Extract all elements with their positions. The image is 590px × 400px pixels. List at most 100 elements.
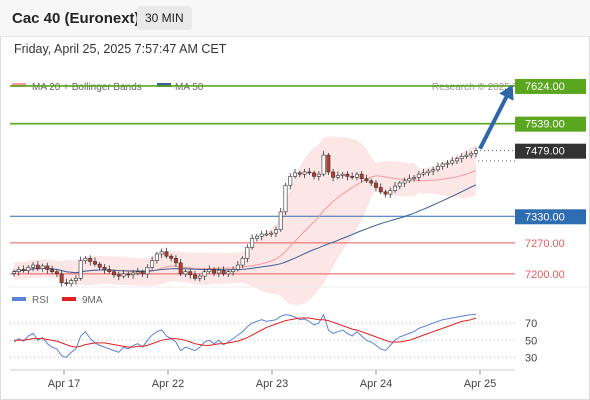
candle-body <box>359 173 364 179</box>
candle-body <box>464 154 469 157</box>
candle-body <box>159 251 164 255</box>
candle-body <box>459 156 464 159</box>
legend-9ma-label: 9MA <box>82 295 103 306</box>
candle-body <box>112 271 116 276</box>
candle-body <box>116 274 121 277</box>
candle-body <box>321 154 326 175</box>
level-label-resistance: 7624.00 <box>525 81 565 93</box>
candle-body <box>431 169 436 172</box>
candle-body <box>326 154 331 173</box>
legend-9ma-swatch <box>62 297 76 301</box>
candle-body <box>254 235 259 239</box>
candle-body <box>474 150 478 154</box>
candle-body <box>259 233 264 237</box>
candle-body <box>216 270 221 274</box>
rsi-tick-label: 70 <box>525 318 537 330</box>
candle-body <box>183 271 188 275</box>
rsi-panel: 30 50 70 <box>10 313 537 364</box>
candle-body <box>397 182 402 187</box>
x-tick-label: Apr 17 <box>48 378 80 390</box>
candle-body <box>374 182 378 188</box>
candle-body <box>50 269 55 273</box>
candle-body <box>35 264 40 269</box>
level-label-resistance: 7539.00 <box>525 119 565 131</box>
candle-body <box>40 265 45 269</box>
candle-body <box>412 176 417 179</box>
candle-body <box>135 271 140 274</box>
candle-body <box>126 273 131 276</box>
candle-body <box>235 264 240 270</box>
candle-body <box>435 166 440 171</box>
candle-body <box>59 273 64 284</box>
candle-body <box>245 247 250 259</box>
candle-body <box>88 258 93 262</box>
candlesticks <box>12 147 478 287</box>
candle-body <box>154 253 159 261</box>
level-labels: 7624.00 7539.00 7330.00 7270.00 7200.00 7479.… <box>515 78 586 281</box>
legend-ma50-label: MA 50 <box>175 82 204 93</box>
candle-body <box>288 176 293 186</box>
candle-body <box>64 282 69 285</box>
candle-body <box>140 271 145 275</box>
candle-body <box>469 153 474 156</box>
level-label-support: 7270.00 <box>525 238 565 250</box>
timeframe-badge[interactable]: 30 MIN <box>137 6 192 30</box>
candle-body <box>78 260 83 279</box>
candle-body <box>16 269 21 273</box>
candle-body <box>335 175 340 178</box>
x-tick-label: Apr 22 <box>152 378 184 390</box>
candle-body <box>307 171 312 174</box>
candle-body <box>312 172 317 177</box>
candle-body <box>93 261 97 265</box>
candle-body <box>97 263 102 268</box>
bollinger-bands <box>14 136 476 306</box>
candle-body <box>416 173 421 178</box>
candle-body <box>169 255 174 259</box>
candle-body <box>454 158 459 162</box>
legend-ma-bb-swatch <box>12 83 26 87</box>
candle-body <box>407 178 412 182</box>
candle-body <box>250 238 255 248</box>
candle-body <box>240 258 245 266</box>
x-axis: Apr 17 Apr 22 Apr 23 Apr 24 Apr 25 <box>48 370 496 390</box>
candle-body <box>221 270 226 275</box>
candle-body <box>197 275 202 279</box>
candle-body <box>12 271 16 274</box>
legend-rsi-swatch <box>12 297 26 301</box>
candle-body <box>278 211 283 230</box>
projection-arrow <box>478 84 514 150</box>
candle-body <box>107 269 112 273</box>
candle-body <box>350 176 355 178</box>
candle-body <box>269 232 274 235</box>
x-tick-label: Apr 24 <box>360 378 392 390</box>
candle-body <box>440 163 445 167</box>
candle-body <box>364 178 369 182</box>
candle-body <box>26 266 31 271</box>
projection-arrow-head <box>499 84 514 101</box>
candle-body <box>131 272 136 276</box>
candle-body <box>226 271 231 275</box>
moving-averages <box>13 169 477 274</box>
rsi-tick-label: 50 <box>525 335 537 347</box>
candle-body <box>421 172 426 175</box>
candle-body <box>45 265 50 270</box>
candle-body <box>21 269 26 271</box>
candle-body <box>369 180 374 184</box>
rsi-tick-label: 30 <box>525 352 537 364</box>
x-tick-label: Apr 25 <box>464 378 496 390</box>
candle-body <box>388 190 393 195</box>
candle-body <box>173 258 178 264</box>
candle-body <box>302 171 307 175</box>
timestamp: Friday, April 25, 2025 7:57:47 AM CET <box>14 42 227 56</box>
legend-rsi-label: RSI <box>32 295 49 306</box>
candle-body <box>231 269 236 273</box>
candle-body <box>178 262 183 275</box>
legend-ma50-swatch <box>157 83 171 87</box>
candle-body <box>393 185 397 191</box>
x-tick-label: Apr 23 <box>256 378 288 390</box>
candle-body <box>164 251 169 257</box>
candle-body <box>345 173 350 177</box>
candle-body <box>202 271 207 277</box>
candle-body <box>54 271 59 275</box>
